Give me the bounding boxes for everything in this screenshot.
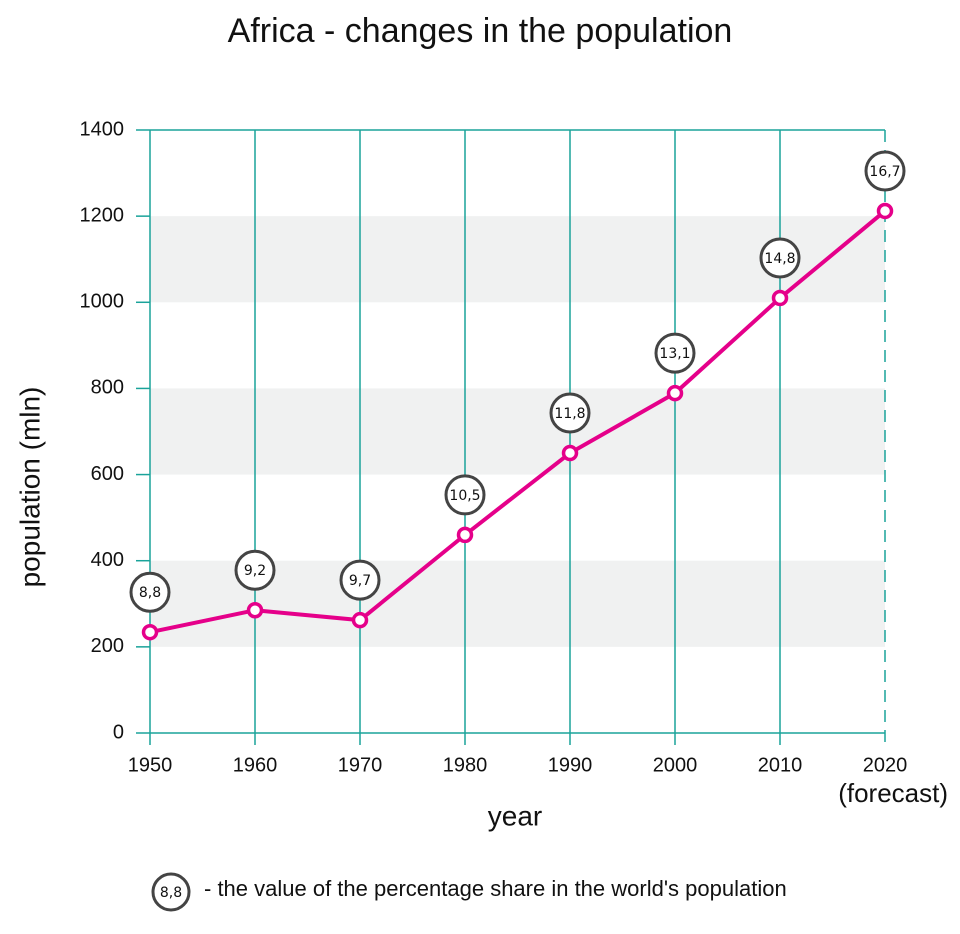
share-label: 16,7 [869,164,900,180]
share-marker [129,571,171,613]
data-point [771,289,789,307]
share-label: 13,1 [659,346,690,362]
share-label: 9,2 [244,563,266,579]
y-tick-label: 1200 [80,204,125,226]
y-tick-label: 200 [91,635,124,657]
x-tick-label: 1990 [548,754,593,776]
data-point [876,202,894,220]
grid-band [150,388,885,475]
y-tick-label: 0 [113,721,124,743]
y-axis-label: population (mln) [14,387,45,588]
data-point [666,384,684,402]
data-point [561,444,579,462]
y-tick-label: 1000 [80,291,125,313]
y-tick-label: 600 [91,463,124,485]
data-point [351,611,369,629]
share-marker [549,392,591,434]
x-tick-label: 1960 [233,754,278,776]
y-tick-label: 1400 [80,118,125,140]
share-marker [234,549,276,591]
legend-marker [151,872,191,912]
y-tick-label: 800 [91,377,124,399]
share-label: 9,7 [349,573,371,589]
share-label: 11,8 [554,406,585,422]
data-point [456,526,474,544]
x-tick-label: 1970 [338,754,383,776]
data-point [246,601,264,619]
legend-text: - the value of the percentage share in t… [204,876,787,901]
share-marker [654,332,696,374]
share-label: 10,5 [449,488,480,504]
x-tick-label: 2020 [863,754,908,776]
x-tick-label: 2000 [653,754,698,776]
y-tick-label: 400 [91,549,124,571]
share-marker [759,237,801,279]
x-annotation: (forecast) [838,778,948,808]
x-axis-label: year [488,800,542,831]
legend-sample: 8,8 [160,885,182,901]
share-marker [339,559,381,601]
x-tick-label: 2010 [758,754,803,776]
share-marker [864,150,906,192]
data-point [141,623,159,641]
chart-title: Africa - changes in the population [228,12,733,50]
x-tick-label: 1980 [443,754,488,776]
share-label: 8,8 [139,585,161,601]
x-tick-label: 1950 [128,754,173,776]
share-marker [444,474,486,516]
share-label: 14,8 [764,251,795,267]
data-line [149,209,887,635]
